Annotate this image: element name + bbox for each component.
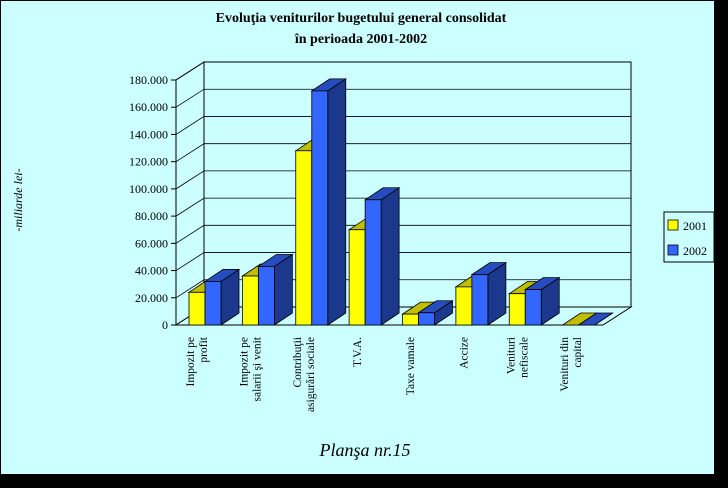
y-axis-label: -miliarde lei- — [11, 168, 25, 231]
y-tick-label: 180.000 — [129, 73, 168, 87]
legend-swatch-2001 — [667, 219, 679, 231]
legend: 2001 2002 — [663, 211, 715, 263]
gridline — [175, 61, 631, 81]
x-category-label: Accize — [459, 337, 471, 369]
gridline — [175, 88, 631, 108]
gridline — [175, 252, 631, 271]
gridline — [175, 197, 631, 217]
x-category-label: salarii şi venit — [252, 336, 264, 401]
x-category-label: capital — [572, 337, 584, 368]
x-category-label: Impozit pe — [185, 337, 197, 387]
x-category-label: nefiscale — [518, 337, 530, 378]
y-tick-label: 40.000 — [135, 264, 168, 278]
chart-title-line-1: Evoluţia veniturilor bugetului general c… — [216, 11, 507, 26]
bar-2002-6 — [523, 276, 561, 326]
x-category-label: profit — [198, 336, 210, 362]
y-tick-label: 140.000 — [129, 127, 168, 141]
gridline — [175, 170, 631, 190]
y-tick-label: 20.000 — [135, 291, 168, 305]
bar-2002-4 — [417, 300, 454, 326]
y-tick-label: 80.000 — [135, 209, 168, 223]
gridline — [175, 224, 631, 244]
x-category-label: Venituri — [505, 337, 517, 374]
gridline — [175, 116, 631, 135]
plate-caption: Planşa nr.15 — [318, 440, 410, 460]
bar-2002-0 — [203, 268, 241, 326]
legend-label-2002: 2002 — [683, 244, 707, 258]
x-category-label: Contribuţii — [292, 337, 304, 387]
y-tick-label: 160.000 — [129, 100, 168, 114]
y-tick-label: 60.000 — [135, 236, 168, 250]
bar-2002-1 — [257, 253, 294, 326]
x-category-label: Taxe vamale — [405, 337, 417, 395]
x-category-label: Impozit pe — [239, 337, 251, 387]
y-tick-label: 0 — [162, 318, 168, 332]
bar-2002-7 — [577, 312, 614, 326]
y-tick-label: 100.000 — [129, 182, 168, 196]
bar-2002-2 — [310, 78, 348, 326]
bar-2002-3 — [363, 187, 401, 326]
chart-title-line-2: în perioada 2001-2002 — [294, 32, 427, 47]
legend-swatch-2002 — [667, 244, 679, 256]
x-category-label: asigurări sociale — [305, 337, 317, 412]
y-tick-label: 120.000 — [129, 155, 168, 169]
x-category-label: Venituri din — [559, 337, 571, 392]
legend-label-2001: 2001 — [683, 219, 707, 233]
x-category-label: T.V.A. — [352, 337, 364, 367]
bar-2002-5 — [470, 261, 508, 326]
gridline — [175, 143, 631, 163]
